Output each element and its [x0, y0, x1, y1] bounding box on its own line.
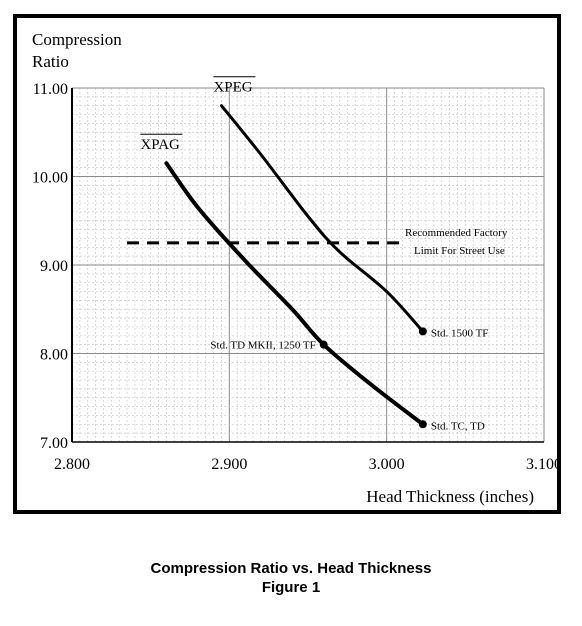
series-end-label-xpag: Std. TC, TD [431, 420, 485, 432]
x-axis-label: Head Thickness (inches) [366, 487, 534, 506]
series-marker-xpag [319, 340, 328, 349]
series-name-xpag: XPAG [140, 137, 180, 153]
y-tick-label: 9.00 [40, 258, 68, 275]
y-tick-label: 8.00 [40, 347, 68, 364]
series-name-xpeg: XPEG [213, 80, 252, 96]
series-layer [127, 104, 427, 429]
y-tick-label: 7.00 [40, 435, 68, 452]
y-tick-label: 10.00 [32, 170, 68, 187]
x-tick-label: 2.800 [54, 456, 90, 473]
series-line-xpeg [219, 104, 425, 333]
caption-figure: Figure 1 [261, 579, 321, 596]
y-tick-label: 11.00 [33, 81, 68, 98]
reference-label-line1: Recommended Factory [405, 227, 508, 239]
series-end-marker-xpeg [418, 327, 427, 336]
x-tick-label: 2.900 [211, 456, 247, 473]
chart-svg: 7.00 8.00 9.00 10.00 11.00 2.800 2.900 3.000 3.1… [32, 30, 557, 506]
x-tick-label: 3.000 [369, 456, 405, 473]
series-end-label-xpeg: Std. 1500 TF [431, 327, 489, 339]
reference-label-line2: Limit For Street Use [414, 245, 505, 257]
chart-frame: 7.00 8.00 9.00 10.00 11.00 2.800 2.900 3.000 3.1… [13, 14, 561, 514]
caption-title: Compression Ratio vs. Head Thickness [150, 560, 432, 577]
x-tick-label: 3.100 [526, 456, 557, 473]
series-line-xpag [164, 161, 425, 427]
series-marker-label-xpag: Std. TD MKII, 1250 TF [210, 340, 315, 352]
series-end-marker-xpag [418, 420, 427, 429]
label-layer: Compression Ratio Head Thickness (inches) R… [32, 30, 534, 506]
y-axis-label-line1: Compression [32, 30, 122, 49]
y-axis-label-line2: Ratio [32, 52, 69, 71]
axes: 7.00 8.00 9.00 10.00 11.00 2.800 2.900 3.000 3.1… [32, 81, 557, 473]
